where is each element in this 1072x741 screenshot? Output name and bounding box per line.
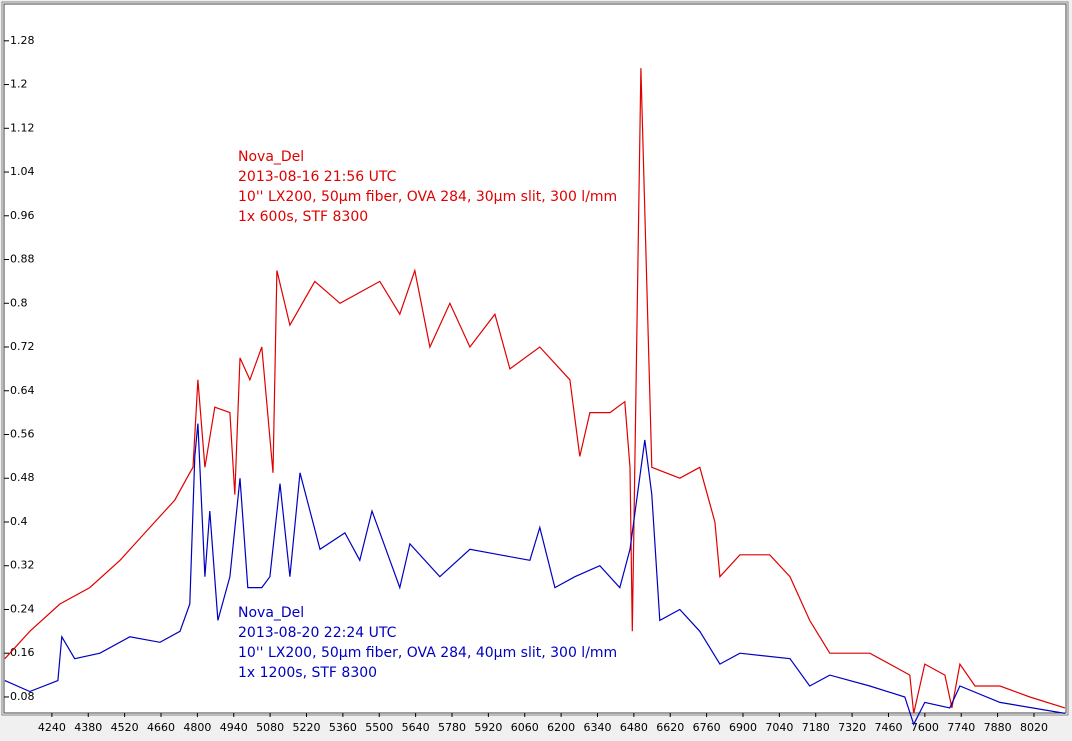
x-tick-label: 8020 <box>1020 721 1048 734</box>
y-tick-label: 0.08 <box>10 690 35 703</box>
annotation: 10'' LX200, 50µm fiber, OVA 284, 40µm sl… <box>238 645 617 661</box>
y-tick-label: 0.8 <box>10 296 28 309</box>
y-tick-label: 0.88 <box>10 253 35 266</box>
x-tick-label: 7600 <box>911 721 939 734</box>
y-tick-label: 0.96 <box>10 209 35 222</box>
x-tick-label: 7460 <box>874 721 902 734</box>
x-tick-label: 7880 <box>984 721 1012 734</box>
y-tick-label: 0.24 <box>10 602 35 615</box>
annotation: 1x 1200s, STF 8300 <box>238 665 377 681</box>
x-tick-label: 6620 <box>656 721 684 734</box>
x-tick-label: 5640 <box>402 721 430 734</box>
annotation: Nova_Del <box>238 149 304 165</box>
x-tick-label: 4380 <box>74 721 102 734</box>
x-tick-label: 5360 <box>329 721 357 734</box>
annotation: 2013-08-20 22:24 UTC <box>238 625 397 641</box>
x-tick-label: 6900 <box>729 721 757 734</box>
x-tick-label: 4660 <box>147 721 175 734</box>
x-tick-label: 5080 <box>256 721 284 734</box>
x-tick-label: 6760 <box>693 721 721 734</box>
y-tick-label: 0.56 <box>10 427 35 440</box>
y-tick-label: 1.2 <box>10 78 28 91</box>
x-tick-label: 5220 <box>292 721 320 734</box>
plot-frame <box>3 3 1067 714</box>
y-tick-label: 0.32 <box>10 559 35 572</box>
y-tick-label: 1.12 <box>10 121 35 134</box>
x-tick-label: 5780 <box>438 721 466 734</box>
x-tick-label: 6340 <box>583 721 611 734</box>
y-tick-label: 1.04 <box>10 165 35 178</box>
y-tick-label: 0.4 <box>10 515 28 528</box>
y-tick-label: 0.64 <box>10 384 35 397</box>
annotation: Nova_Del <box>238 605 304 621</box>
x-tick-label: 5500 <box>365 721 393 734</box>
y-tick-label: 0.48 <box>10 471 35 484</box>
y-tick-label: 0.16 <box>10 646 35 659</box>
x-tick-label: 7740 <box>947 721 975 734</box>
x-tick-label: 6200 <box>547 721 575 734</box>
series-line <box>4 68 1066 714</box>
x-tick-label: 4800 <box>183 721 211 734</box>
x-tick-label: 7320 <box>838 721 866 734</box>
annotation: 1x 600s, STF 8300 <box>238 209 368 225</box>
x-tick-label: 6480 <box>620 721 648 734</box>
x-tick-label: 4940 <box>220 721 248 734</box>
y-tick-label: 0.72 <box>10 340 35 353</box>
x-tick-label: 7040 <box>765 721 793 734</box>
y-tick-label: 1.28 <box>10 34 35 47</box>
series-line <box>4 423 1066 726</box>
x-tick-label: 7180 <box>802 721 830 734</box>
annotation: 2013-08-16 21:56 UTC <box>238 169 397 185</box>
x-tick-label: 6060 <box>511 721 539 734</box>
x-tick-label: 5920 <box>474 721 502 734</box>
x-tick-label: 4240 <box>38 721 66 734</box>
annotation: 10'' LX200, 50µm fiber, OVA 284, 30µm sl… <box>238 189 617 205</box>
plot-area <box>1 1 1069 716</box>
x-tick-label: 4520 <box>111 721 139 734</box>
